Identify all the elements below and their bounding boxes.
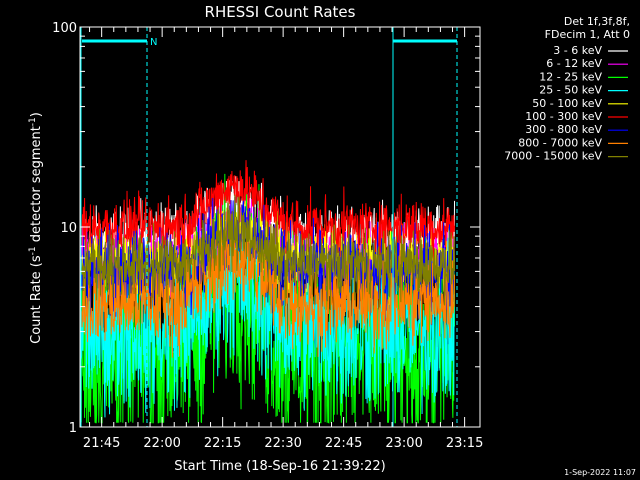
y-axis-label: Count Rate (s-1 detector segment-1): [28, 112, 44, 344]
chart-title: RHESSI Count Rates: [205, 3, 356, 21]
x-tick-label-4: 22:45: [325, 436, 362, 451]
series-line-8: [80, 194, 456, 311]
x-tick-label-5: 23:00: [385, 436, 422, 451]
y-tick-label-1: 10: [60, 221, 77, 236]
legend-label-8: 7000 - 15000 keV: [504, 150, 602, 163]
legend-label-5: 100 - 300 keV: [525, 110, 602, 123]
x-tick-label-2: 22:15: [204, 436, 241, 451]
x-tick-label-0: 21:45: [83, 436, 120, 451]
legend-label-7: 800 - 7000 keV: [518, 136, 602, 149]
legend-label-0: 3 - 6 keV: [553, 44, 602, 57]
night-marker-label: N: [150, 37, 157, 48]
legend-label-2: 12 - 25 keV: [539, 70, 602, 83]
y-tick-label-2: 100: [52, 21, 77, 36]
x-tick-label-1: 22:00: [143, 436, 180, 451]
x-tick-label-3: 22:30: [264, 436, 301, 451]
x-tick-label-6: 23:15: [446, 436, 483, 451]
legend-label-4: 50 - 100 keV: [532, 97, 602, 110]
plot-area: N: [80, 27, 458, 427]
x-axis-label: Start Time (18-Sep-16 21:39:22): [174, 459, 385, 474]
axes: 1 10 100 21:45 22:00 22:15 22:30 22:45 23:00 23:1…: [52, 21, 483, 451]
y-tick-label-0: 1: [69, 421, 77, 436]
series-line-5: [80, 160, 456, 263]
legend-label-1: 6 - 12 keV: [546, 57, 602, 70]
series-line-7: [80, 207, 456, 358]
legend-header-0: Det 1f,3f,8f,: [564, 15, 630, 28]
date-stamp: 1-Sep-2022 11:07: [564, 468, 636, 477]
legend-label-6: 300 - 800 keV: [525, 123, 602, 136]
legend-header-1: FDecim 1, Att 0: [545, 28, 630, 41]
legend-label-3: 25 - 50 keV: [539, 84, 602, 97]
